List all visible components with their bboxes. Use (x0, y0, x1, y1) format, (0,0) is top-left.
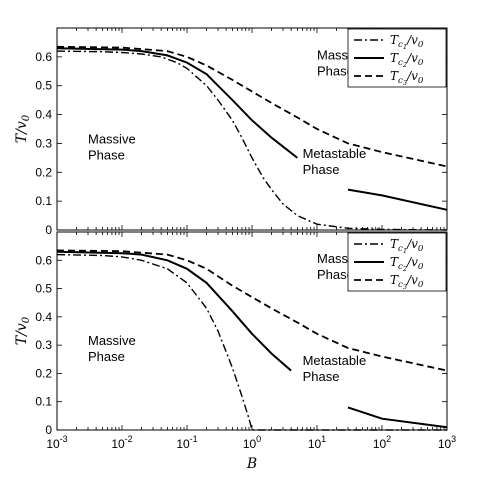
x-tick-label: 102 (373, 434, 391, 451)
series-line-dashdot (56, 50, 448, 231)
series-line-dashed (56, 249, 448, 372)
x-tick-label: 10-1 (176, 434, 197, 451)
legend-entry: Tc2/v0 (390, 51, 424, 69)
x-tick-label: 100 (243, 434, 261, 451)
x-tick-label: 10-2 (111, 434, 132, 451)
y-tick-label: 0.5 (35, 282, 52, 296)
x-tick-label: 103 (438, 434, 456, 451)
panel-bottom: 0 0.1 0.2 0.3 0.4 0.5 0.6 10-3 10-2 10-1 100 101 102… (14, 231, 456, 472)
legend-entry: Tc2/v0 (390, 255, 424, 273)
y-tick-label: 0.4 (35, 108, 52, 122)
region-label: Massive (88, 333, 136, 348)
y-tick-label: 0.3 (35, 338, 52, 352)
y-tick-label: 0.2 (35, 165, 52, 179)
y-tick-label: 0.6 (35, 50, 52, 64)
legend-entry: Tc1/v0 (390, 33, 424, 51)
series-line-solid (347, 188, 448, 211)
y-tick-label: 0.4 (35, 310, 52, 324)
legend-entry: Tc1/v0 (390, 237, 424, 255)
region-label: Phase (317, 267, 354, 282)
y-tick-label: 0.2 (35, 366, 52, 380)
y-tick-label: 0 (45, 223, 52, 237)
series-line-solid (56, 250, 292, 372)
y-axis-label: T/v0 (14, 316, 32, 345)
panel-top: 00.10.20.30.40.50.6T/v0MasslessPhaseMass… (14, 27, 448, 237)
x-tick-label: 10-3 (46, 434, 67, 451)
series-line-dashdot (56, 253, 447, 431)
region-label: Phase (317, 64, 354, 79)
y-tick-label: 0.5 (35, 79, 52, 93)
region-label: Metastable (303, 353, 367, 368)
y-tick-label: 0 (45, 423, 52, 437)
region-label: Phase (88, 147, 125, 162)
series-line-solid (347, 406, 448, 429)
legend-entry: Tc3/v0 (390, 273, 424, 291)
series-line-solid (56, 47, 299, 159)
region-label: Massive (88, 131, 136, 146)
x-tick-label: 101 (308, 434, 326, 451)
y-tick-label: 0.3 (35, 136, 52, 150)
series-line-dashed (56, 45, 448, 168)
legend-entry: Tc3/v0 (390, 69, 424, 87)
region-label: Metastable (303, 146, 367, 161)
y-tick-label: 0.6 (35, 253, 52, 267)
y-tick-label: 0.1 (35, 194, 52, 208)
y-axis-label: T/v0 (14, 114, 32, 143)
x-axis-label: B (246, 456, 257, 472)
region-label: Phase (88, 349, 125, 364)
region-label: Phase (303, 369, 340, 384)
y-tick-label: 0.1 (35, 395, 52, 409)
region-label: Phase (303, 162, 340, 177)
